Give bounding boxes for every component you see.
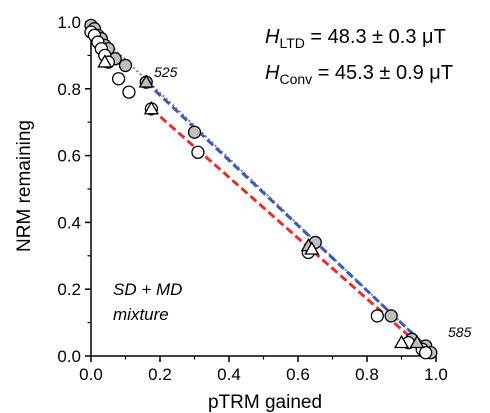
y-axis-title: NRM remaining xyxy=(14,120,35,252)
x-tick-label: 0.2 xyxy=(148,365,172,384)
y-tick-label: 0.8 xyxy=(57,80,81,99)
x-tick-label: 0.6 xyxy=(286,365,310,384)
data-point-circle-filled xyxy=(118,58,133,73)
data-point-circle-open xyxy=(370,309,385,323)
data-point-triangle-open xyxy=(143,101,159,115)
fit-line-dashed-3b5bb5 xyxy=(145,81,427,348)
x-tick-label: 1.0 xyxy=(424,365,448,384)
data-point-circle-open xyxy=(418,346,433,360)
data-point-circle-open xyxy=(111,72,126,86)
data-points xyxy=(84,18,438,360)
y-tick-label: 0.2 xyxy=(57,280,81,299)
h-ltd-annotation: HLTD = 48.3 ± 0.3 μT xyxy=(265,26,446,51)
y-tick-label: 0.6 xyxy=(57,147,81,166)
data-point-circle-open xyxy=(122,85,136,99)
data-point-circle-filled xyxy=(384,309,398,323)
y-tick-label: 0.0 xyxy=(57,347,81,366)
step-label-525: 525 xyxy=(154,64,178,80)
data-point-triangle-open xyxy=(393,334,410,349)
y-tick-label: 0.4 xyxy=(57,213,81,232)
data-point-circle-filled xyxy=(187,125,202,139)
h-conv-annotation: HConv = 45.3 ± 0.9 μT xyxy=(265,62,453,87)
mixture-note-line2: mixture xyxy=(113,305,169,324)
step-label-585: 585 xyxy=(448,324,472,340)
data-point-triangle-open xyxy=(97,54,113,68)
data-point-circle-open xyxy=(191,145,205,159)
x-tick-label: 0.0 xyxy=(79,365,103,384)
data-point-triangle-filled xyxy=(138,74,154,88)
x-axis-title: pTRM gained xyxy=(208,392,322,413)
x-tick-label: 0.8 xyxy=(355,365,379,384)
annotations: pTRM gained NRM remaining HLTD = 48.3 ± … xyxy=(14,26,472,413)
data-point-triangle-filled xyxy=(409,334,425,349)
mixture-note-line1: SD + MD xyxy=(113,280,182,299)
axes: 0.0 0.2 0.4 0.6 0.8 1.0 0.0 0.2 0.4 0.6 0.8 1.0 xyxy=(57,13,447,384)
y-tick-label: 1.0 xyxy=(57,13,81,32)
data-point-triangle-open xyxy=(304,241,320,255)
x-tick-label: 0.4 xyxy=(217,365,241,384)
